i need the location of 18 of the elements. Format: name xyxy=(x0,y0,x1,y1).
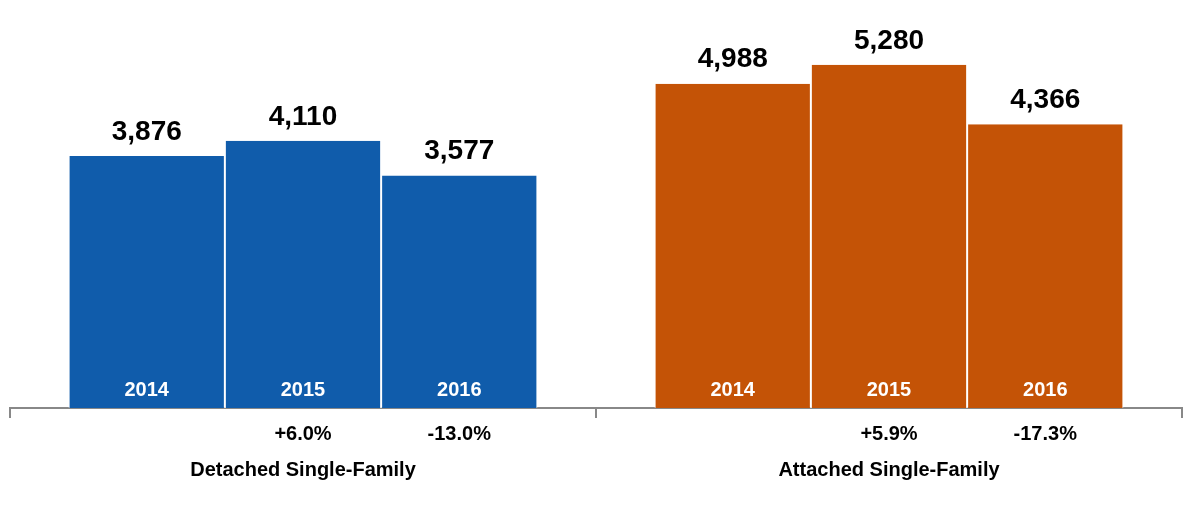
x-tick-label: Detached Single-Family xyxy=(190,457,417,480)
series-label: 2014 xyxy=(124,377,170,400)
data-label: 4,366 xyxy=(1010,82,1081,114)
text: 2015 xyxy=(866,377,912,400)
data-label: 3,577 xyxy=(424,134,495,166)
data-label: 5,280 xyxy=(853,23,925,55)
text: -13.0% xyxy=(427,421,492,444)
data-label: 4,988 xyxy=(697,42,768,74)
text: 2014 xyxy=(710,377,755,400)
x-tick-label: Attached Single-Family xyxy=(778,457,1001,480)
data-label: 4,110 xyxy=(268,99,338,131)
series-label: 2016 xyxy=(437,377,482,400)
text: +6.0% xyxy=(274,421,332,444)
series-label: 2015 xyxy=(280,377,326,400)
text: +5.9% xyxy=(860,421,918,444)
text: -17.3% xyxy=(1013,421,1078,444)
text: 2016 xyxy=(1023,377,1068,400)
data-label: 3,876 xyxy=(111,114,182,146)
